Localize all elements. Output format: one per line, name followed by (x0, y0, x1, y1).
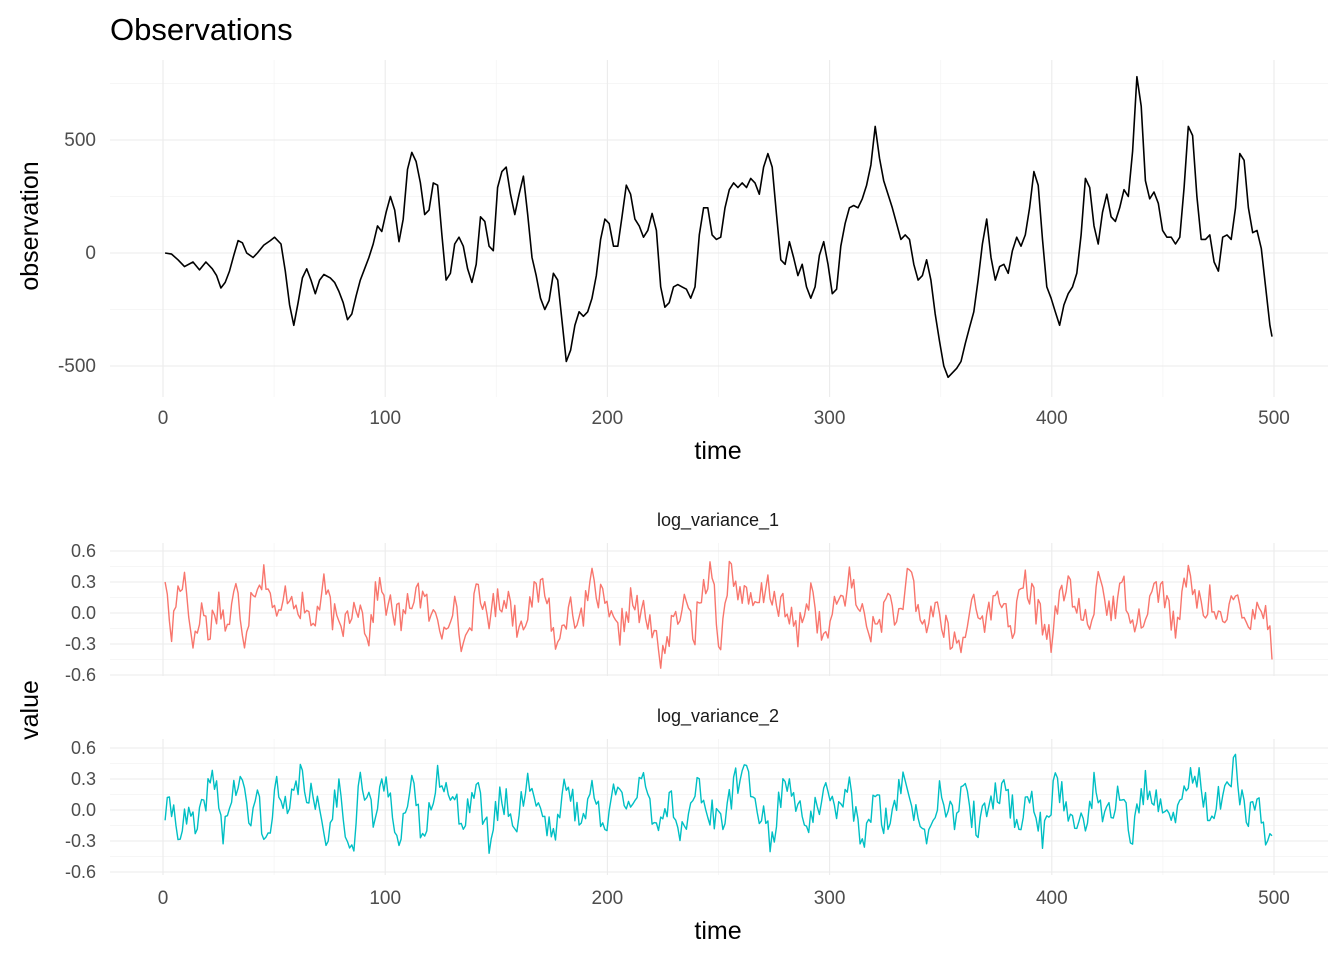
x-axis-title: time (694, 917, 741, 945)
log-variance-1-panel: log_variance_1 -0.6 -0.3 0.0 0.3 0.6 (65, 510, 1328, 685)
series-line (164, 753, 1273, 854)
y-axis-title: value (16, 680, 44, 740)
observations-series (164, 75, 1273, 379)
log-variance-2-panel: log_variance_2 0 100 200 300 400 500 -0.6 -0.3… (65, 706, 1328, 945)
facet-strip-label: log_variance_2 (657, 706, 779, 727)
x-axis-title: time (694, 437, 741, 465)
x-tick-label: 0 (158, 888, 169, 909)
log-variance-2-x-ticks: 0 100 200 300 400 500 (158, 888, 1290, 909)
y-tick-label: -0.6 (65, 862, 96, 882)
y-tick-label: 0.6 (71, 738, 96, 758)
y-tick-label: -0.6 (65, 665, 96, 685)
x-tick-label: 500 (1258, 888, 1290, 909)
log-variance-2-y-ticks: -0.6 -0.3 0.0 0.3 0.6 (65, 738, 96, 882)
x-tick-label: 100 (369, 408, 401, 429)
y-tick-label: -500 (58, 356, 96, 377)
series-line (164, 75, 1273, 379)
y-tick-label: 0.3 (71, 572, 96, 592)
facet-strip-label: log_variance_1 (657, 510, 779, 531)
observations-x-ticks: 0 100 200 300 400 500 (158, 408, 1290, 429)
y-tick-label: 0.3 (71, 769, 96, 789)
y-tick-label: -0.3 (65, 831, 96, 851)
x-tick-label: 500 (1258, 408, 1290, 429)
y-tick-label: 0.6 (71, 541, 96, 561)
y-tick-label: 0.0 (71, 800, 96, 820)
x-tick-label: 300 (814, 888, 846, 909)
x-tick-label: 400 (1036, 408, 1068, 429)
log-variance-1-series (164, 560, 1273, 669)
x-tick-label: 100 (369, 888, 401, 909)
y-tick-label: 0.0 (71, 603, 96, 623)
chart-title: Observations (110, 12, 293, 47)
x-tick-label: 200 (592, 888, 624, 909)
x-tick-label: 0 (158, 408, 169, 429)
y-tick-label: 0 (85, 243, 96, 264)
log-variance-1-y-ticks: -0.6 -0.3 0.0 0.3 0.6 (65, 541, 96, 685)
series-line (164, 560, 1273, 669)
y-axis-title: observation (16, 161, 44, 290)
observations-panel: Observations 0 100 200 300 400 500 -500 0 500 t… (16, 12, 1328, 465)
x-tick-label: 300 (814, 408, 846, 429)
log-variance-2-series (164, 753, 1273, 854)
y-tick-label: 500 (64, 130, 96, 151)
observations-grid (110, 60, 1328, 397)
y-tick-label: -0.3 (65, 634, 96, 654)
x-tick-label: 200 (592, 408, 624, 429)
observations-y-ticks: -500 0 500 (58, 130, 96, 377)
x-tick-label: 400 (1036, 888, 1068, 909)
